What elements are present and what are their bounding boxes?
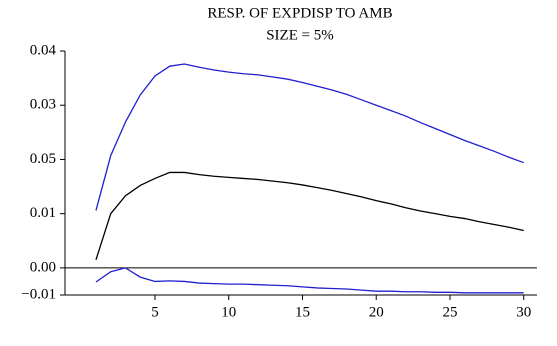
y-tick-label: 0.01	[30, 205, 56, 221]
y-tick-label: 0.03	[30, 97, 56, 113]
x-tick-label: 20	[369, 304, 384, 320]
y-tick-label: 0.04	[30, 42, 57, 58]
chart-title: RESP. OF EXPDISP TO AMB	[207, 5, 392, 21]
x-tick-label: 5	[151, 304, 159, 320]
x-tick-label: 10	[221, 304, 236, 320]
chart-subtitle: SIZE = 5%	[266, 27, 334, 43]
series-line	[95, 171, 524, 260]
x-tick-label: 25	[442, 304, 457, 320]
y-tick-label: 0.00	[30, 259, 56, 275]
y-tick-label: −0.01	[21, 286, 56, 302]
x-tick-label: 15	[295, 304, 310, 320]
series-line	[95, 63, 524, 211]
y-tick-label: 0.05	[30, 151, 56, 167]
series-line	[95, 267, 524, 294]
x-tick-label: 30	[516, 304, 531, 320]
